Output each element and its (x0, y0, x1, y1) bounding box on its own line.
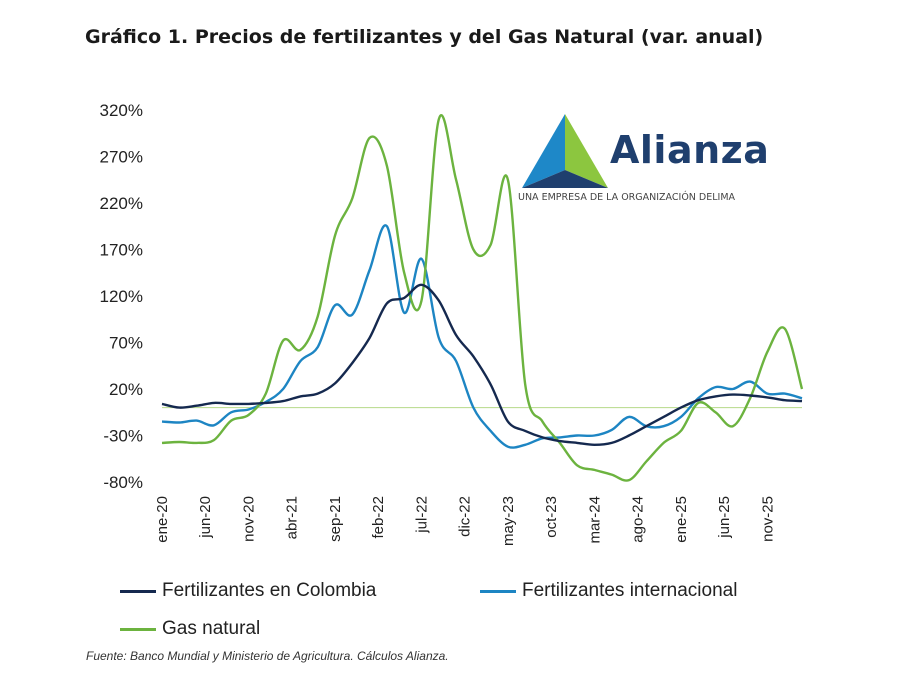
logo-name: Alianza (610, 128, 770, 172)
y-tick-label: -80% (103, 473, 143, 492)
y-tick-label: 70% (109, 334, 143, 353)
y-tick-label: 170% (100, 241, 143, 260)
x-tick-label: oct-23 (543, 496, 560, 538)
legend-swatch (120, 589, 156, 593)
y-tick-label: 220% (100, 194, 143, 213)
x-tick-label: jul-22 (413, 496, 430, 534)
series-layer (161, 114, 804, 482)
series-line-fertilizantes-internacional (161, 224, 803, 449)
x-tick-label: nov-25 (759, 496, 776, 542)
legend-label: Fertilizantes internacional (522, 580, 738, 601)
y-tick-label: 120% (100, 287, 143, 306)
y-tick-label: 20% (109, 380, 143, 399)
legend-item-fertilizantes-internacional: Fertilizantes internacional (480, 580, 737, 602)
logo-tagline: UNA EMPRESA DE LA ORGANIZACIÓN DELIMA (518, 192, 736, 203)
x-tick-label: may-23 (500, 496, 517, 546)
x-tick-label: ago-24 (630, 496, 647, 543)
x-tick-label: nov-20 (240, 496, 257, 542)
x-tick-label: mar-24 (586, 496, 603, 544)
alianza-logo: Alianza UNA EMPRESA DE LA ORGANIZACIÓN D… (515, 110, 785, 210)
legend-label: Fertilizantes en Colombia (162, 580, 377, 601)
x-tick-label: ene-20 (154, 496, 171, 543)
alianza-triangle-icon (522, 114, 608, 188)
legend-label: Gas natural (162, 618, 261, 639)
x-tick-label: ene-25 (673, 496, 690, 543)
y-axis-ticks: 320% 270% 220% 170% 120% 70% 20% -30% -80% (100, 101, 143, 492)
legend-item-gas-natural: Gas natural (120, 618, 260, 640)
chart-title: Gráfico 1. Precios de fertilizantes y de… (85, 26, 764, 48)
y-tick-label: 270% (100, 148, 143, 167)
x-tick-label: sep-21 (327, 496, 344, 542)
legend-swatch (120, 627, 156, 631)
x-tick-label: feb-22 (370, 496, 387, 539)
legend-item-fertilizantes-colombia: Fertilizantes en Colombia (120, 580, 376, 602)
series-line-gas-natural (161, 114, 804, 482)
x-tick-label: abr-21 (284, 496, 301, 539)
legend-swatch (480, 589, 516, 593)
y-tick-label: -30% (103, 427, 143, 446)
series-line-fertilizantes-en-colombia (161, 283, 803, 446)
source-note: Fuente: Banco Mundial y Ministerio de Ag… (86, 649, 449, 663)
x-tick-label: jun-25 (716, 496, 733, 539)
x-axis-ticks: ene-20 jun-20 nov-20 abr-21 sep-21 feb-22 jul-… (154, 496, 776, 546)
y-tick-label: 320% (100, 101, 143, 120)
x-tick-label: jun-20 (197, 496, 214, 539)
x-tick-label: dic-22 (457, 496, 474, 537)
